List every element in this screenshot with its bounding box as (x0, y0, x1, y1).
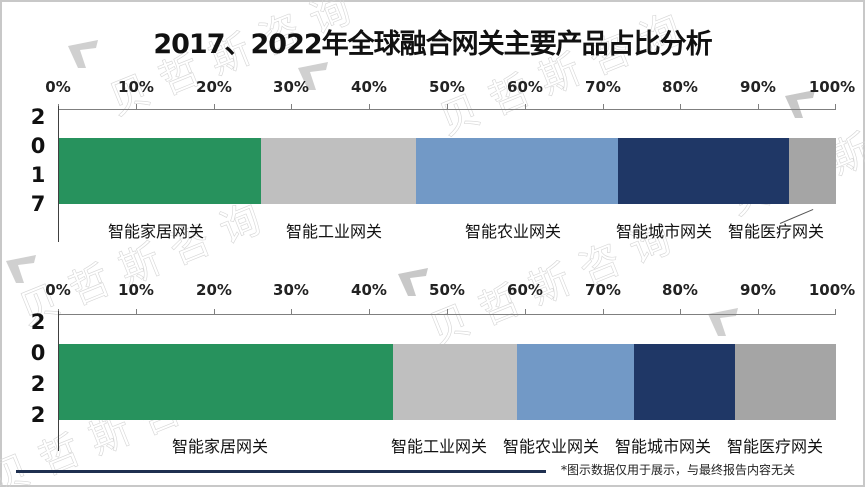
stacked-bar-2017 (59, 138, 836, 204)
x-tick (525, 104, 526, 109)
x-tick-label: 20% (196, 281, 232, 299)
segment-smart-home (59, 344, 394, 420)
category-label: 智能医疗网关 (728, 222, 825, 241)
segment-smart-agriculture (517, 344, 634, 420)
x-tick-label: 90% (740, 78, 776, 96)
x-tick-label: 0% (45, 78, 71, 96)
segment-smart-home (59, 138, 262, 204)
y-label-char: 2 (30, 105, 46, 129)
x-tick-label: 100% (808, 78, 856, 96)
x-tick (680, 104, 681, 109)
x-tick (447, 309, 448, 314)
category-label: 智能工业网关 (286, 222, 383, 241)
segment-smart-industrial (261, 138, 417, 204)
category-label: 智能城市网关 (615, 437, 712, 456)
segment-smart-agriculture (416, 138, 619, 204)
x-tick (447, 104, 448, 109)
x-tick (136, 309, 137, 314)
segment-smart-city (618, 138, 790, 204)
category-label: 智能家居网关 (172, 437, 269, 456)
category-label: 智能工业网关 (391, 437, 488, 456)
segment-smart-medical (789, 138, 836, 204)
x-tick-label: 50% (429, 78, 465, 96)
x-tick-label: 80% (662, 78, 698, 96)
x-tick-label: 70% (585, 281, 621, 299)
x-tick (835, 104, 836, 109)
x-tick-label: 40% (351, 281, 387, 299)
x-tick (291, 309, 292, 314)
x-tick-label: 0% (45, 281, 71, 299)
stacked-bar-2022 (59, 344, 836, 420)
x-tick-label: 20% (196, 78, 232, 96)
x-tick (603, 104, 604, 109)
segment-smart-industrial (393, 344, 518, 420)
x-tick-label: 80% (662, 281, 698, 299)
y-label-char: 2 (30, 372, 46, 396)
x-axis-line (58, 109, 836, 110)
x-tick (835, 309, 836, 314)
x-tick-label: 90% (740, 281, 776, 299)
x-tick (369, 104, 370, 109)
x-axis-line (58, 314, 836, 315)
category-label: 智能农业网关 (465, 222, 562, 241)
x-tick-label: 100% (808, 281, 856, 299)
y-label-char: 7 (30, 192, 46, 216)
x-tick-label: 60% (507, 78, 543, 96)
category-label: 智能家居网关 (108, 222, 205, 241)
y-label-char: 1 (30, 163, 46, 187)
x-tick (758, 104, 759, 109)
category-label: 智能农业网关 (503, 437, 600, 456)
y-label-char: 2 (30, 310, 46, 334)
y-label-char: 0 (30, 134, 46, 158)
x-tick-label: 70% (585, 78, 621, 96)
x-tick-label: 40% (351, 78, 387, 96)
x-tick (525, 309, 526, 314)
x-tick (136, 104, 137, 109)
x-tick (758, 309, 759, 314)
y-label-char: 0 (30, 341, 46, 365)
y-label-char: 2 (30, 403, 46, 427)
x-tick-label: 50% (429, 281, 465, 299)
footer-divider (16, 470, 546, 473)
x-tick-label: 10% (118, 78, 154, 96)
footnote: *图示数据仅用于展示，与最终报告内容无关 (561, 463, 796, 477)
segment-smart-medical (734, 344, 836, 420)
category-label: 智能医疗网关 (727, 437, 824, 456)
x-tick (680, 309, 681, 314)
x-tick (214, 309, 215, 314)
x-tick-label: 30% (273, 78, 309, 96)
y-axis-line (58, 106, 59, 242)
x-tick-label: 60% (507, 281, 543, 299)
x-tick (214, 104, 215, 109)
x-tick (603, 309, 604, 314)
x-tick-label: 10% (118, 281, 154, 299)
segment-smart-city (633, 344, 735, 420)
y-axis-line (58, 311, 59, 451)
x-tick (291, 104, 292, 109)
chart-title: 2017、2022年全球融合网关主要产品占比分析 (153, 29, 712, 60)
category-label: 智能城市网关 (616, 222, 713, 241)
x-tick-label: 30% (273, 281, 309, 299)
x-tick (369, 309, 370, 314)
